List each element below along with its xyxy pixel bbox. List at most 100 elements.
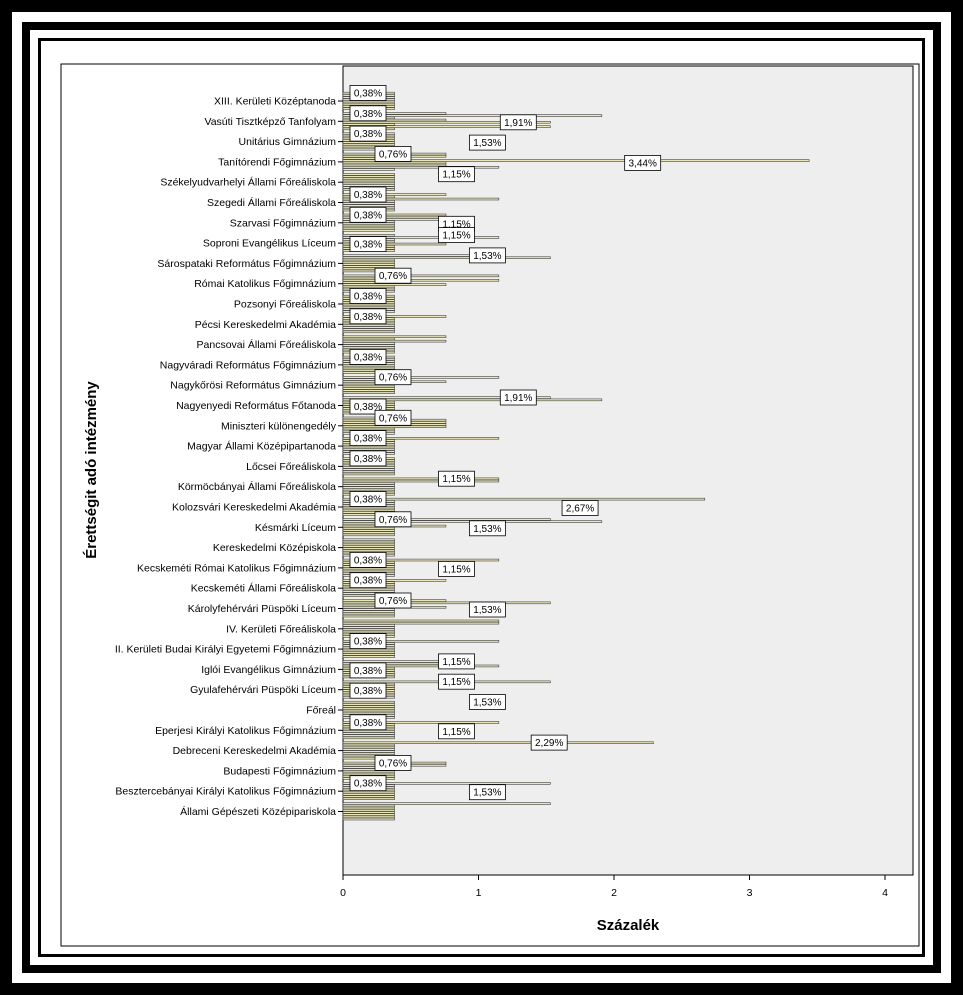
bar xyxy=(342,558,500,562)
svg-text:0,38%: 0,38% xyxy=(354,402,382,413)
bar xyxy=(342,748,395,751)
bar xyxy=(342,711,395,715)
data-label: 0,76% xyxy=(374,409,412,426)
data-label: 0,38% xyxy=(349,662,387,679)
bar xyxy=(342,601,551,605)
data-label: 0,38% xyxy=(349,308,387,325)
bar xyxy=(342,346,395,349)
data-label: 0,76% xyxy=(374,592,412,609)
bar xyxy=(342,481,395,485)
data-label: 0,76% xyxy=(374,267,412,284)
bar xyxy=(342,173,395,176)
category-label: Székelyudvarhelyi Állami Főreáliskola xyxy=(160,176,336,189)
bar xyxy=(342,540,395,544)
data-label: 0,38% xyxy=(349,348,387,365)
category-label: Kecskeméti Állami Főreáliskola xyxy=(191,582,336,595)
bar xyxy=(342,143,395,147)
svg-text:2,67%: 2,67% xyxy=(566,504,594,515)
bar xyxy=(342,497,706,501)
bar xyxy=(342,168,395,171)
bar xyxy=(342,224,395,228)
category-label: Lőcsei Főreáliskola xyxy=(246,461,336,473)
bar xyxy=(342,484,395,487)
bar xyxy=(342,335,447,338)
bar xyxy=(342,387,395,390)
category-label: Vasúti Tisztképző Tanfolyam xyxy=(204,116,336,128)
category-label: Budapesti Főgimnázium xyxy=(223,765,336,777)
bar xyxy=(342,234,395,237)
bar xyxy=(342,793,395,796)
bar xyxy=(342,545,395,548)
svg-text:1,15%: 1,15% xyxy=(442,231,470,242)
data-label: 2,29% xyxy=(530,734,568,751)
category-label: Sárospataki Református Főgimnázium xyxy=(157,258,336,270)
svg-text:0,76%: 0,76% xyxy=(379,413,407,424)
x-tick-labels: 0 1 2 3 4 xyxy=(340,875,888,899)
bar xyxy=(342,283,447,286)
bar xyxy=(342,121,551,124)
bar xyxy=(342,466,395,469)
bar xyxy=(342,529,395,532)
svg-text:0,38%: 0,38% xyxy=(354,718,382,729)
bar xyxy=(342,425,447,428)
bar xyxy=(342,326,395,329)
bar xyxy=(342,265,395,268)
bar xyxy=(342,376,500,379)
data-label: 3,44% xyxy=(624,154,662,171)
data-label: 1,15% xyxy=(438,166,475,183)
data-label: 0,38% xyxy=(349,633,387,649)
data-label: 0,76% xyxy=(374,369,412,386)
svg-text:0,38%: 0,38% xyxy=(354,555,382,566)
category-label: Besztercebányai Királyi Katolikus Főgimn… xyxy=(115,786,336,798)
data-labels: 0,38% 0,38% 1,91% 0,38% 1,53% 0,76% 3,44% 1,15%… xyxy=(349,85,662,801)
data-label: 0,38% xyxy=(349,206,387,223)
bar xyxy=(342,806,395,810)
bar xyxy=(342,813,395,816)
bar xyxy=(342,542,395,546)
x-tick-label: 0 xyxy=(340,887,346,899)
svg-text:0,38%: 0,38% xyxy=(354,666,382,677)
svg-text:1,53%: 1,53% xyxy=(473,605,501,616)
svg-text:2,29%: 2,29% xyxy=(535,738,563,749)
bar xyxy=(342,305,395,309)
svg-text:0,76%: 0,76% xyxy=(379,373,407,384)
svg-text:1,53%: 1,53% xyxy=(473,251,501,262)
bar xyxy=(342,752,395,755)
bar xyxy=(342,177,395,181)
bar xyxy=(342,802,551,805)
svg-text:1,15%: 1,15% xyxy=(442,657,470,668)
bar xyxy=(342,303,395,307)
bar xyxy=(342,323,395,327)
category-label: Kolozsvári Kereskedelmi Akadémia xyxy=(172,502,336,514)
bar xyxy=(342,342,395,345)
bar xyxy=(342,179,395,183)
plot-area xyxy=(342,65,914,876)
bar xyxy=(342,741,654,744)
svg-text:0,38%: 0,38% xyxy=(354,89,382,100)
bar xyxy=(342,612,395,616)
bar xyxy=(342,102,395,106)
bar xyxy=(342,782,551,785)
bar xyxy=(342,159,810,162)
svg-text:1,91%: 1,91% xyxy=(504,393,532,404)
data-label: 1,53% xyxy=(468,694,506,710)
category-label: Késmárki Líceum xyxy=(255,522,336,534)
bar xyxy=(342,163,447,167)
svg-text:0,38%: 0,38% xyxy=(354,576,382,587)
data-label: 0,38% xyxy=(349,450,387,467)
data-label: 0,76% xyxy=(374,511,412,528)
category-label: IV. Kerületi Főreáliskola xyxy=(226,623,336,635)
bar xyxy=(342,610,395,613)
bar xyxy=(342,707,395,710)
bar xyxy=(342,427,395,431)
bar xyxy=(342,518,551,521)
bar xyxy=(342,278,500,282)
bar xyxy=(342,790,395,794)
category-label: Kecskeméti Római Katolikus Főgimnázium xyxy=(137,562,336,574)
svg-text:0,38%: 0,38% xyxy=(354,779,382,790)
svg-text:0,76%: 0,76% xyxy=(379,515,407,526)
bar xyxy=(342,285,395,289)
bar xyxy=(342,624,395,627)
svg-text:1,15%: 1,15% xyxy=(442,677,470,688)
category-label: Soproni Evangélikus Líceum xyxy=(203,238,336,250)
